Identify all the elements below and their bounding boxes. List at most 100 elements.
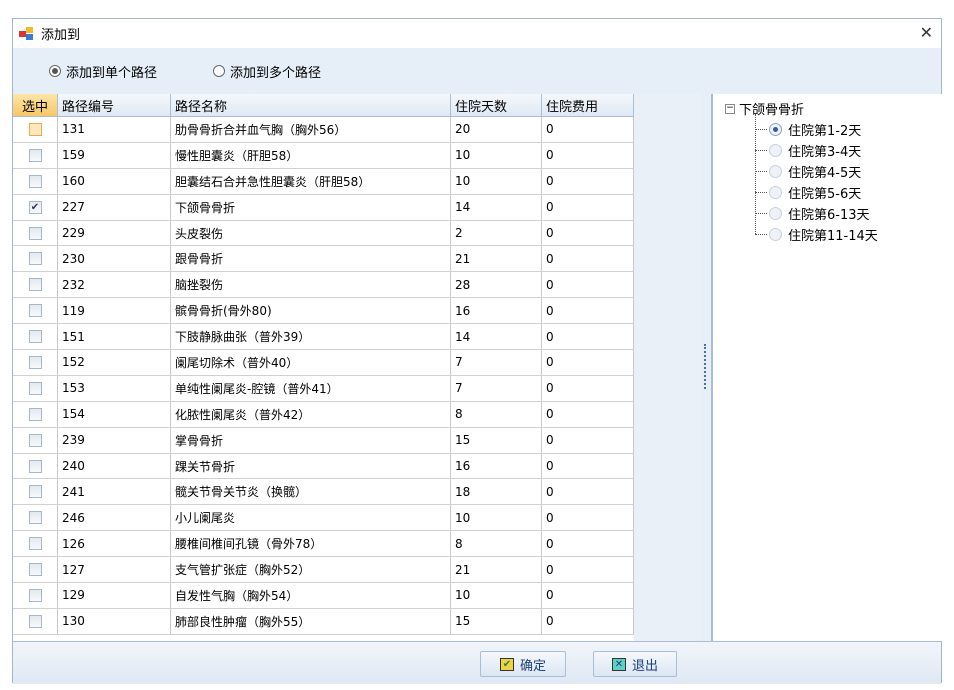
path-name-cell: 胆囊结石合并急性胆囊炎（肝胆58） [171,168,451,194]
ok-button[interactable]: ✔ 确定 [480,651,566,677]
splitter[interactable] [701,94,711,641]
check-icon: ✔ [499,657,514,671]
radio-icon[interactable] [769,123,782,136]
tree-node[interactable]: 住院第4-5天 [755,162,861,181]
radio-icon[interactable] [769,228,782,241]
cost-cell: 0 [542,531,634,557]
column-header[interactable]: 住院费用 [542,94,634,116]
path-id-cell: 126 [58,531,171,557]
column-header[interactable]: 路径名称 [171,94,451,116]
row-checkbox[interactable] [28,407,42,421]
path-id-cell: 130 [58,608,171,634]
radio-icon[interactable] [769,144,782,157]
row-checkbox[interactable] [28,330,42,344]
row-checkbox[interactable] [28,122,42,136]
path-name-cell: 肺部良性肿瘤（胸外55） [171,608,451,634]
path-id-cell: 160 [58,168,171,194]
path-name-cell: 髌骨骨折(骨外80) [171,298,451,324]
column-header[interactable]: 住院天数 [451,94,542,116]
table-row[interactable]: 240 踝关节骨折 16 0 [13,453,634,480]
tree-node[interactable]: 住院第3-4天 [755,141,861,160]
table-row[interactable]: 126 腰椎间椎间孔镜（骨外78） 8 0 [13,531,634,558]
table-row[interactable]: 232 脑挫裂伤 28 0 [13,272,634,299]
table-row[interactable]: 241 髋关节骨关节炎（换髋） 18 0 [13,479,634,506]
table-row[interactable]: 229 头皮裂伤 2 0 [13,220,634,247]
table-row[interactable]: 119 髌骨骨折(骨外80) 16 0 [13,298,634,325]
days-cell: 20 [451,117,542,142]
radio-icon[interactable] [213,65,226,77]
cost-cell: 0 [542,350,634,375]
table-row[interactable]: 130 肺部良性肿瘤（胸外55） 15 0 [13,608,634,635]
tree-node-label: 住院第1-2天 [788,124,862,139]
path-id-cell: 227 [58,194,171,220]
tree-node[interactable]: 住院第1-2天 [755,120,861,139]
row-checkbox[interactable] [28,355,42,369]
table-row[interactable]: 159 慢性胆囊炎（肝胆58） 10 0 [13,142,634,169]
window-title: 添加到 [41,28,81,43]
row-checkbox[interactable] [28,485,42,499]
row-checkbox[interactable] [28,537,42,551]
tree-node[interactable]: 住院第5-6天 [755,183,861,202]
days-cell: 28 [451,272,542,298]
close-icon[interactable]: ✕ [919,23,933,42]
path-id-cell: 129 [58,583,171,608]
cost-cell: 0 [542,194,634,220]
days-cell: 21 [451,246,542,272]
column-header[interactable]: 路径编号 [58,94,171,116]
column-header[interactable]: 选中 [13,94,58,116]
exit-button[interactable]: ✕ 退出 [593,651,677,677]
radio-icon[interactable] [769,207,782,220]
table-row[interactable]: ✔ 227 下颌骨骨折 14 0 [13,194,634,221]
select-cell [13,117,58,142]
table-row[interactable]: 154 化脓性阑尾炎（普外42） 8 0 [13,401,634,428]
row-checkbox[interactable] [28,511,42,525]
days-cell: 7 [451,375,542,401]
table-row[interactable]: 153 单纯性阑尾炎-腔镜（普外41） 7 0 [13,375,634,402]
days-cell: 18 [451,479,542,505]
row-checkbox[interactable] [28,148,42,162]
row-checkbox[interactable] [28,563,42,577]
radio-icon[interactable] [49,65,61,77]
tree-root[interactable]: − 下颌骨骨折 [725,99,804,118]
row-checkbox[interactable] [28,252,42,266]
row-checkbox[interactable] [28,588,42,602]
select-cell [13,583,58,608]
table-row[interactable]: 246 小儿阑尾炎 10 0 [13,505,634,532]
row-checkbox[interactable] [28,278,42,292]
path-id-cell: 119 [58,298,171,324]
splitter-grip[interactable] [704,344,708,389]
table-row[interactable]: 131 肋骨骨折合并血气胸（胸外56） 20 0 [13,117,634,143]
row-checkbox[interactable] [28,226,42,240]
row-checkbox[interactable] [28,381,42,395]
row-checkbox[interactable] [28,174,42,188]
collapse-icon[interactable]: − [725,102,735,114]
days-cell: 2 [451,220,542,246]
table-row[interactable]: 151 下肢静脉曲张（普外39） 14 0 [13,324,634,351]
radio-icon[interactable] [769,186,782,199]
days-cell: 8 [451,401,542,427]
radio-option-1[interactable]: 添加到多个路径 [213,62,321,81]
radio-option-0[interactable]: 添加到单个路径 [49,62,157,81]
table-row[interactable]: 230 跟骨骨折 21 0 [13,246,634,273]
path-name-cell: 脑挫裂伤 [171,272,451,298]
select-cell [13,298,58,324]
days-cell: 14 [451,324,542,350]
radio-icon[interactable] [769,165,782,178]
table-row[interactable]: 129 自发性气胸（胸外54） 10 0 [13,583,634,609]
select-cell [13,557,58,583]
path-id-cell: 232 [58,272,171,298]
row-checkbox[interactable] [28,304,42,318]
tree-node[interactable]: 住院第11-14天 [755,225,878,244]
row-checkbox[interactable] [28,614,42,628]
table-row[interactable]: 160 胆囊结石合并急性胆囊炎（肝胆58） 10 0 [13,168,634,195]
tree-node[interactable]: 住院第6-13天 [755,204,870,223]
path-name-cell: 踝关节骨折 [171,453,451,479]
row-checkbox[interactable]: ✔ [28,200,42,214]
select-cell [13,375,58,401]
row-checkbox[interactable] [28,433,42,447]
table-row[interactable]: 152 阑尾切除术（普外40） 7 0 [13,350,634,376]
row-checkbox[interactable] [28,459,42,473]
path-name-cell: 下肢静脉曲张（普外39） [171,324,451,350]
table-row[interactable]: 239 掌骨骨折 15 0 [13,427,634,454]
table-row[interactable]: 127 支气管扩张症（胸外52） 21 0 [13,557,634,584]
